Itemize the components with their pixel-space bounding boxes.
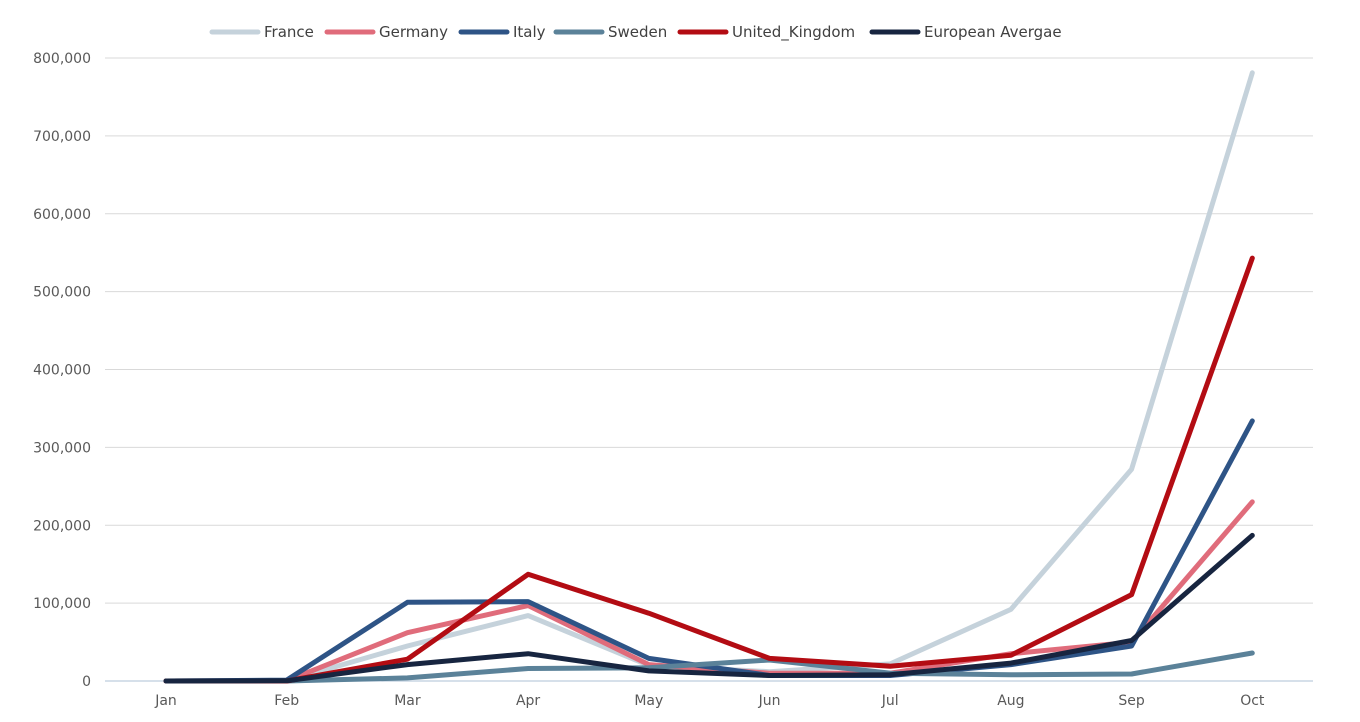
x-tick-label: Jun [758, 693, 781, 709]
x-tick-label: Jul [881, 693, 899, 709]
y-tick-label: 0 [82, 674, 91, 690]
legend: France Germany Italy Sweden United_Kingdom Eu… [209, 23, 1062, 42]
x-axis: Jan Feb Mar Apr May Jun Jul Aug Sep Oct [154, 693, 1265, 709]
legend-label: Sweden [608, 23, 667, 41]
y-tick-label: 200,000 [33, 518, 91, 534]
y-tick-label: 400,000 [33, 363, 91, 379]
grid-lines [105, 57, 1313, 682]
legend-label: Germany [379, 23, 448, 41]
x-tick-label: Jan [154, 693, 177, 709]
y-tick-label: 500,000 [33, 285, 91, 301]
x-tick-label: Mar [394, 693, 421, 709]
x-tick-label: Apr [516, 693, 540, 709]
x-tick-label: Feb [274, 693, 299, 709]
legend-label: France [264, 23, 314, 41]
y-tick-label: 700,000 [33, 129, 91, 145]
x-tick-label: Sep [1118, 693, 1145, 709]
series-line-sweden [163, 650, 1255, 684]
legend-label: Italy [513, 23, 546, 41]
series-line-france [163, 70, 1255, 684]
y-tick-label: 600,000 [33, 207, 91, 223]
x-tick-label: Aug [997, 693, 1024, 709]
legend-label: United_Kingdom [732, 23, 855, 42]
y-tick-label: 100,000 [33, 596, 91, 612]
series-line-united-kingdom [163, 255, 1255, 684]
x-tick-label: Oct [1240, 693, 1265, 709]
legend-label: European Avergae [924, 23, 1062, 41]
series-lines [163, 70, 1255, 684]
y-tick-label: 800,000 [33, 51, 91, 67]
series-line-european-avergae [163, 532, 1255, 684]
y-tick-label: 300,000 [33, 440, 91, 456]
series-line-italy [163, 418, 1255, 684]
y-axis: 0 100,000 200,000 300,000 400,000 500,000 600,… [33, 51, 91, 690]
x-tick-label: May [634, 693, 663, 709]
